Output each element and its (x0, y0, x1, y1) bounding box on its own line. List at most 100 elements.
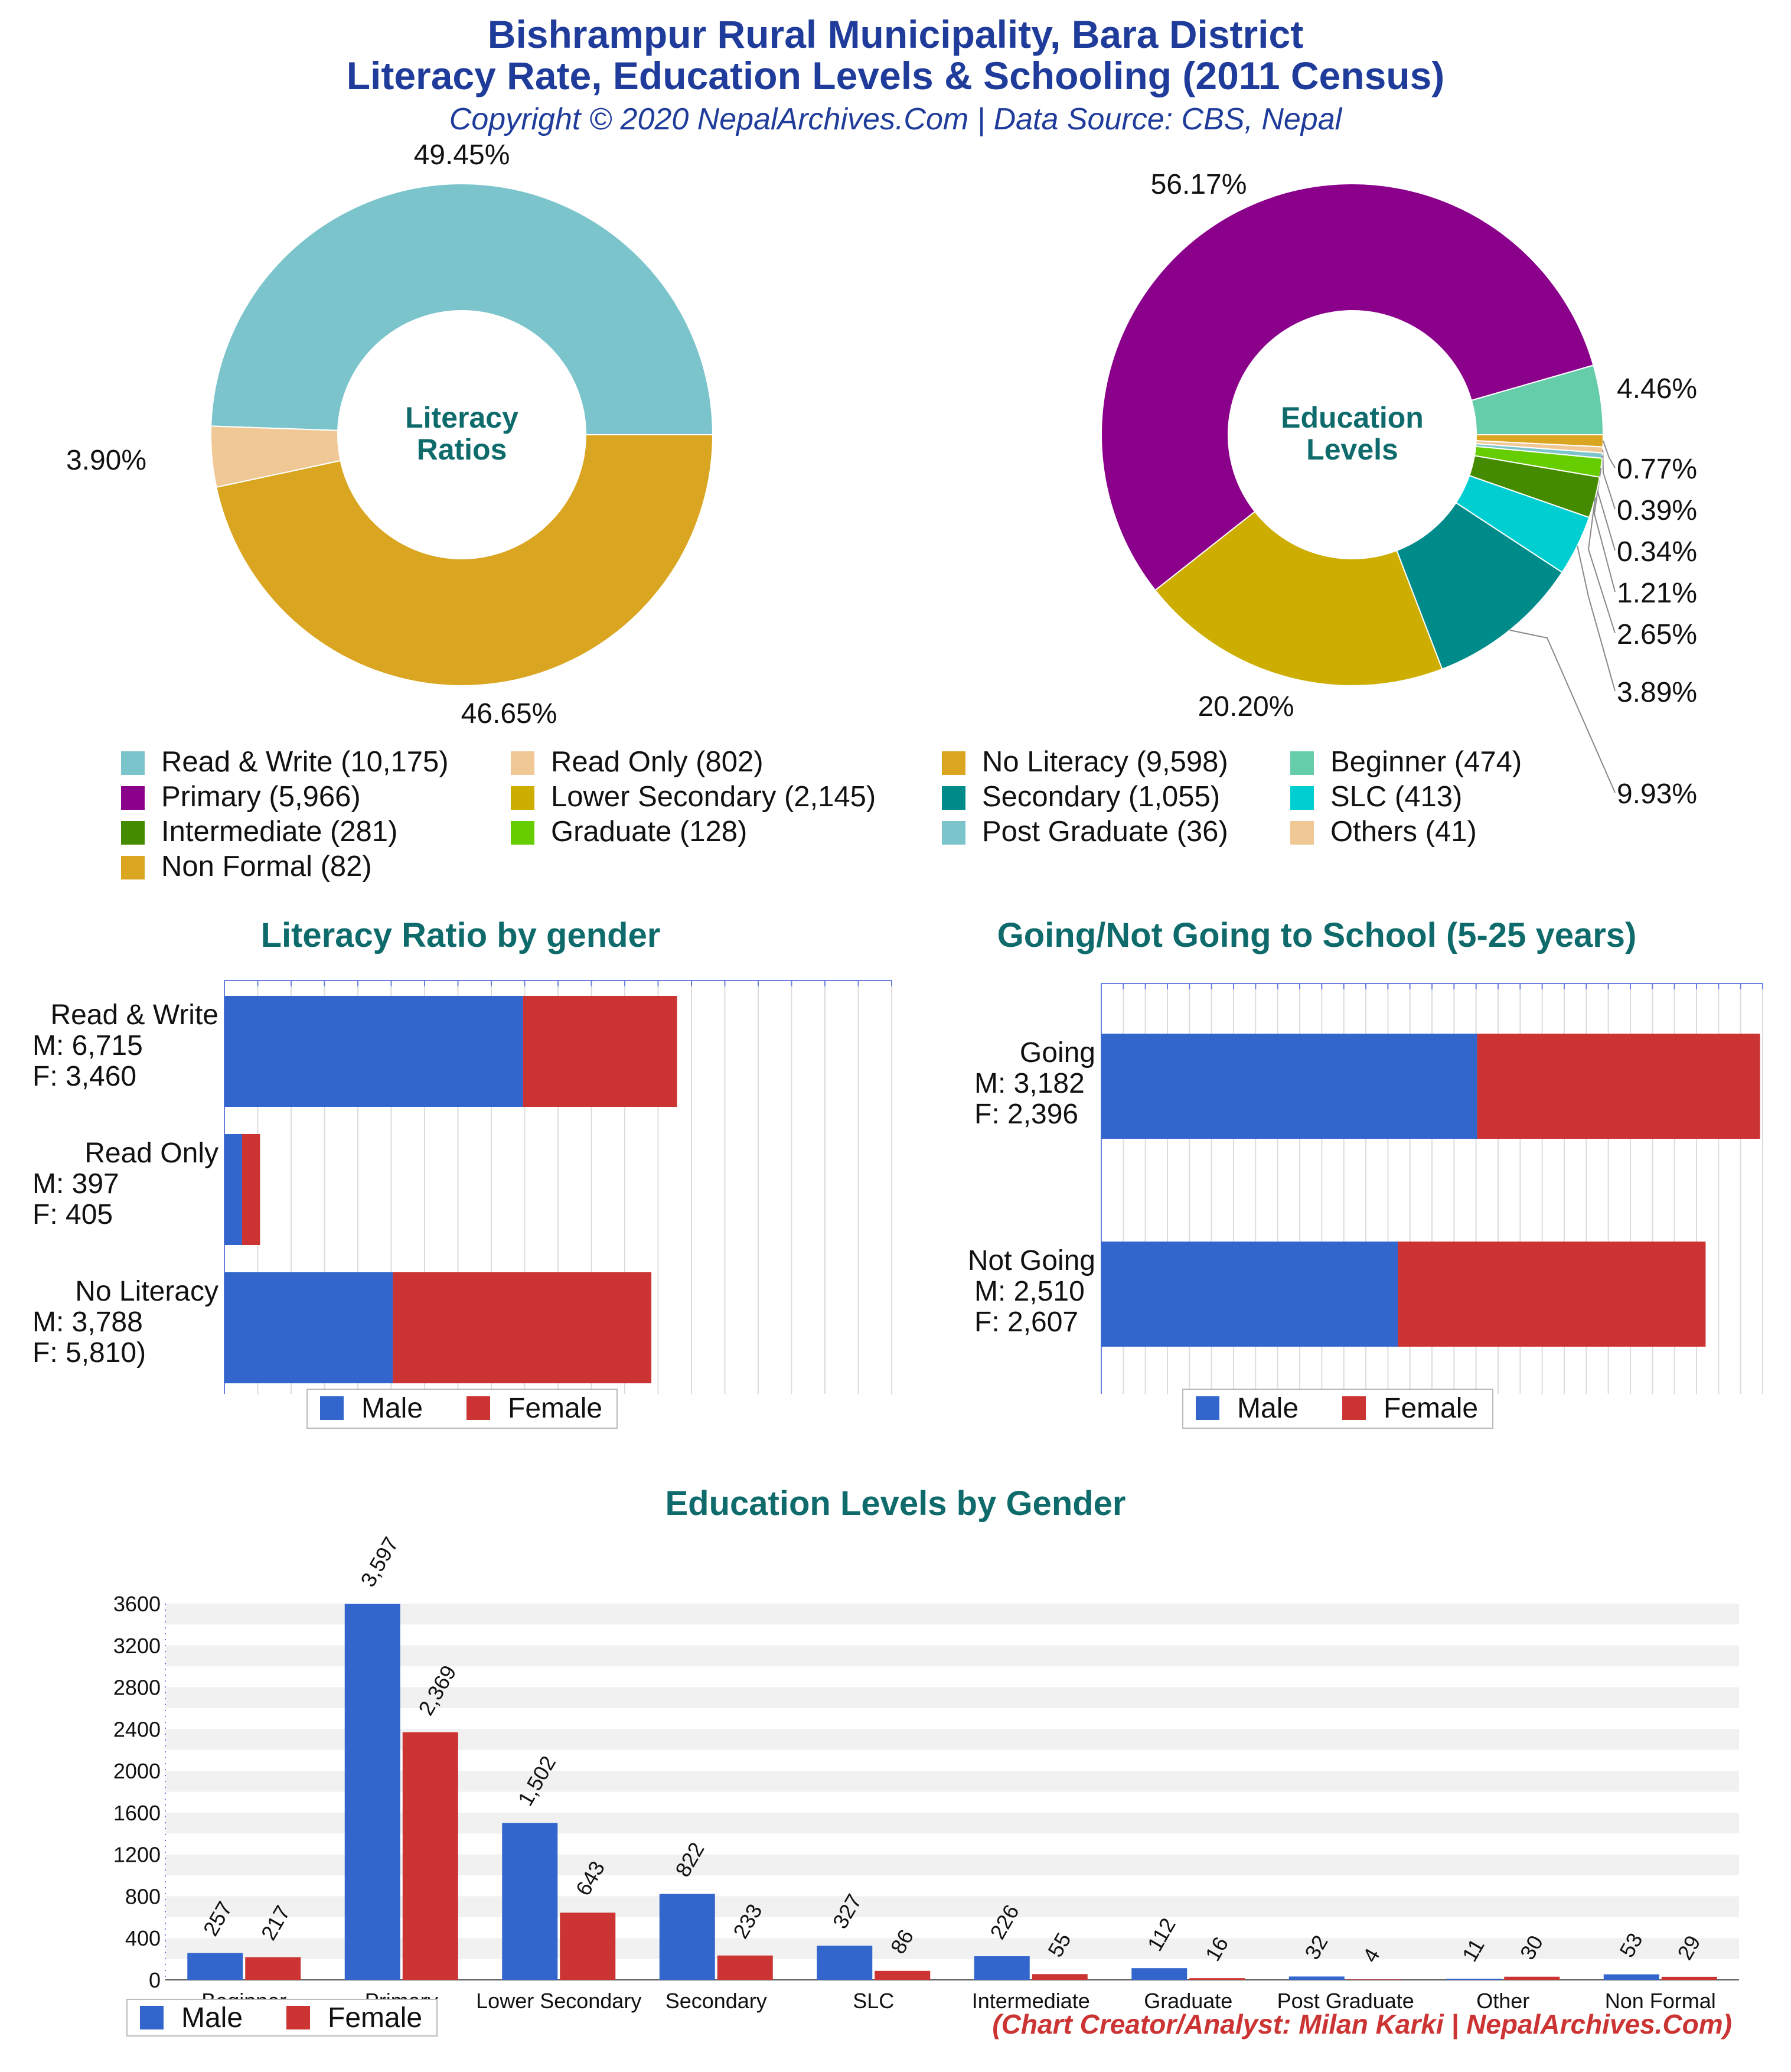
education-gender-bar-male-beginner (187, 1953, 243, 1980)
literacy-gender-category-label: F: 3,460 (32, 1061, 136, 1092)
legend-swatch (511, 751, 534, 775)
legend-item: Intermediate (281) (121, 815, 397, 848)
legend-swatch (1290, 786, 1314, 810)
education-donut-slice-secondary (1395, 501, 1563, 670)
legend-swatch (511, 821, 534, 845)
education-gender-bar-female-graduate (1189, 1978, 1245, 1980)
legend-label: Post Graduate (36) (982, 816, 1228, 848)
school-bar-female-going (1477, 1034, 1760, 1139)
education-gender-bar-female-other (1504, 1976, 1560, 1980)
legend-swatch (1290, 751, 1314, 775)
education-gender-bar-female-lower-secondary (560, 1913, 616, 1980)
legend-swatch (1290, 821, 1314, 845)
legend-label: Lower Secondary (2,145) (551, 781, 876, 813)
education-gender-bar-male-slc (817, 1946, 873, 1980)
education-donut-leader-non-formal (1602, 440, 1616, 468)
literacy-donut-slice-read-only (210, 425, 341, 488)
education-gender-ytick: 800 (125, 1884, 161, 1908)
literacy-gender-category-label: M: 6,715 (32, 1030, 143, 1061)
chart-subtitle: Copyright © 2020 NepalArchives.Com | Dat… (449, 102, 1342, 136)
education-gender-ytick: 2800 (113, 1676, 161, 1700)
literacy-donut-center-label: Literacy (405, 401, 518, 434)
school-category-label: F: 2,396 (974, 1099, 1078, 1130)
education-gender-legend-box (126, 1999, 438, 2037)
legend-item: Non Formal (82) (121, 850, 372, 883)
education-gender-legend-swatch-female (286, 2006, 310, 2029)
literacy-donut-slice-no-literacy (216, 434, 714, 686)
education-gender-bar-male-post-graduate (1288, 1976, 1345, 1980)
education-gender-grid-band (165, 1771, 1739, 1792)
chart-title-line2: Literacy Rate, Education Levels & School… (346, 54, 1445, 97)
education-gender-xtick: SLC (853, 1989, 894, 2013)
school-category-label: Not Going (968, 1245, 1095, 1276)
literacy-gender-bar-female-no-literacy (393, 1272, 652, 1383)
legend-item: SLC (413) (1290, 780, 1462, 813)
education-gender-bar-male-secondary (659, 1894, 715, 1980)
literacy-gender-bar-male-read-only (224, 1134, 242, 1245)
education-gender-bar-male-primary (344, 1604, 400, 1980)
school-legend-box (1182, 1389, 1493, 1429)
education-gender-xtick: Lower Secondary (476, 1989, 641, 2013)
education-donut-pct-intermediate: 2.65% (1617, 619, 1697, 650)
literacy-gender-bar-female-read-write (523, 996, 677, 1107)
literacy-gender-legend-female: Female (508, 1393, 602, 1424)
literacy-gender-bar-female-read-only (242, 1134, 260, 1245)
legend-label: Beginner (474) (1330, 746, 1522, 778)
education-gender-grid-band (165, 1729, 1739, 1750)
education-gender-ytick: 2400 (113, 1717, 161, 1741)
education-gender-ytick: 2000 (113, 1759, 161, 1783)
education-donut-leader-others (1602, 449, 1616, 510)
legend-item: Beginner (474) (1290, 745, 1522, 778)
school-category-label: M: 2,510 (974, 1276, 1085, 1307)
education-gender-ytick: 3200 (113, 1634, 161, 1658)
literacy-gender-bar-male-read-write (224, 996, 523, 1107)
education-gender-xtick: Secondary (665, 1989, 767, 2013)
education-gender-xtick: Other (1476, 1989, 1529, 2013)
literacy-gender-bar-male-no-literacy (224, 1272, 393, 1383)
legend-swatch (942, 786, 965, 810)
legend-item: Read Only (802) (511, 745, 764, 778)
legend-label: Secondary (1,055) (982, 781, 1221, 813)
literacy-gender-legend-swatch-female (466, 1396, 490, 1420)
literacy-gender-legend-swatch-male (320, 1396, 344, 1420)
education-donut-leader-slc (1577, 545, 1616, 692)
literacy-gender-category-label: Read Only (84, 1138, 218, 1169)
literacy-gender-legend-male: Male (361, 1393, 423, 1424)
education-gender-legend-female: Female (328, 2002, 422, 2034)
legend-swatch (121, 751, 145, 775)
legend-swatch (121, 786, 145, 810)
education-gender-bar-male-graduate (1131, 1968, 1188, 1980)
legend-label: Primary (5,966) (161, 781, 361, 813)
legend-item: Read & Write (10,175) (121, 745, 449, 778)
education-gender-xtick: Graduate (1144, 1989, 1232, 2013)
education-gender-bar-female-beginner (245, 1957, 301, 1980)
education-gender-bar-male-intermediate (974, 1956, 1030, 1980)
legend-item: Post Graduate (36) (942, 815, 1228, 848)
education-donut-leader-intermediate (1587, 497, 1616, 634)
school-bar-male-going (1101, 1034, 1477, 1139)
literacy-gender-category-label: F: 5,810) (32, 1337, 146, 1369)
education-gender-bar-male-non-formal (1603, 1974, 1659, 1980)
school-category-label: F: 2,607 (974, 1307, 1078, 1338)
school-title: Going/Not Going to School (5-25 years) (997, 916, 1637, 954)
legend-swatch (121, 821, 145, 845)
literacy-gender-category-label: M: 397 (32, 1168, 119, 1200)
education-donut-slice-primary (1101, 183, 1594, 591)
school-legend-female: Female (1384, 1393, 1478, 1424)
education-donut-pct-beginner: 4.46% (1617, 373, 1697, 405)
education-gender-grid-band (165, 1812, 1739, 1834)
education-gender-ytick: 0 (149, 1968, 161, 1992)
education-gender-bar-female-intermediate (1032, 1974, 1088, 1980)
education-gender-xtick: Intermediate (972, 1989, 1090, 2013)
education-donut-pct-graduate: 1.21% (1617, 578, 1697, 609)
literacy-gender-legend-box (306, 1389, 618, 1429)
education-gender-bar-male-other (1446, 1979, 1502, 1980)
education-gender-bar-female-primary (402, 1732, 458, 1980)
literacy-gender-title: Literacy Ratio by gender (260, 916, 661, 954)
literacy-donut-pct-no-literacy: 46.65% (461, 698, 557, 729)
literacy-donut-pct-read-write: 49.45% (414, 139, 510, 171)
education-donut-pct-slc: 3.89% (1617, 677, 1697, 708)
legend-label: Others (41) (1330, 816, 1477, 848)
legend-item: No Literacy (9,598) (942, 745, 1228, 778)
literacy-donut-center-label: Ratios (417, 433, 507, 466)
